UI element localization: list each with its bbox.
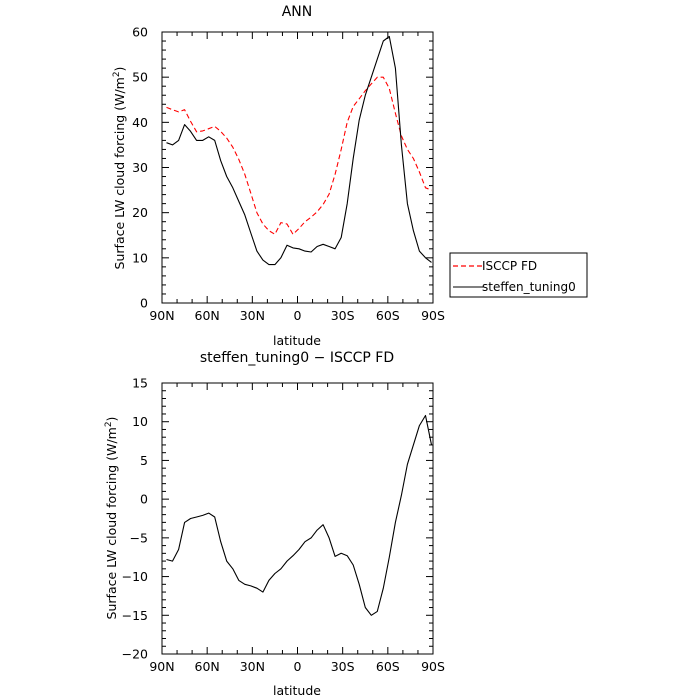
bottom-chart: steffen_tuning0 − ISCCP FD 90N 60N 30N 0 30S… — [104, 350, 445, 698]
x-tick-label: 0 — [294, 659, 302, 674]
legend: ISCCP FD steffen_tuning0 — [449, 252, 588, 298]
y-tick-label: 0 — [140, 492, 148, 507]
bottom-chart-title: steffen_tuning0 − ISCCP FD — [200, 350, 394, 366]
y-tick-label: −15 — [122, 608, 148, 623]
x-tick-label: 30N — [240, 659, 265, 674]
x-tick-label: 90N — [149, 659, 174, 674]
x-tick-label: 60N — [195, 308, 220, 323]
x-tick-label: 90S — [421, 308, 445, 323]
legend-box — [449, 252, 588, 298]
y-tick-label: 0 — [140, 296, 148, 311]
y-tick-label: −5 — [130, 530, 148, 545]
bottom-chart-series — [166, 414, 433, 616]
top-chart-xlabel: latitude — [273, 333, 321, 348]
bottom-chart-xlabel: latitude — [273, 683, 321, 698]
top-chart-ylabel: Surface LW cloud forcing (W/m2) — [112, 67, 127, 270]
x-tick-label: 30S — [331, 659, 355, 674]
y-tick-label: 30 — [132, 160, 148, 175]
series-line-difference — [166, 414, 433, 616]
x-tick-label: 0 — [294, 308, 302, 323]
x-tick-label: 90N — [149, 308, 174, 323]
y-tick-label: 60 — [132, 25, 148, 40]
x-tick-label: 60S — [376, 308, 400, 323]
legend-label-isccp: ISCCP FD — [482, 259, 537, 273]
bottom-chart-ylabel-sup: 2 — [104, 421, 114, 427]
bottom-chart-frame — [161, 382, 434, 655]
x-tick-label: 90S — [421, 659, 445, 674]
bottom-chart-ylabel-close: ) — [104, 417, 119, 422]
y-tick-label: 20 — [132, 205, 148, 220]
top-chart-ylabel-main: Surface LW cloud forcing (W/m — [112, 77, 127, 269]
top-chart-title: ANN — [282, 4, 313, 20]
top-chart-ylabel-sup: 2 — [112, 71, 122, 77]
y-tick-label: 10 — [132, 414, 148, 429]
y-tick-label: 15 — [132, 376, 148, 391]
x-tick-label: 60N — [195, 659, 220, 674]
y-tick-label: −20 — [122, 647, 148, 662]
bottom-chart-ylabel-main: Surface LW cloud forcing (W/m — [104, 427, 119, 619]
top-chart-ylabel-close: ) — [112, 67, 127, 72]
x-tick-label: 60S — [376, 659, 400, 674]
x-tick-label: 30N — [240, 308, 265, 323]
y-tick-label: 40 — [132, 115, 148, 130]
series-line-isccp-fd — [166, 76, 432, 235]
bottom-chart-ylabel: Surface LW cloud forcing (W/m2) — [104, 417, 119, 620]
x-tick-label: 30S — [331, 308, 355, 323]
legend-label-steffen: steffen_tuning0 — [482, 280, 576, 294]
bottom-chart-ticks: 90N 60N 30N 0 30S 60S 90S −20 −15 −10 −5 0 5 10 15 — [122, 376, 445, 675]
top-chart: ANN 90N 60N 30N 0 30S 60S 90S 0 10 20 30 40 50 60 lat… — [112, 4, 445, 348]
y-tick-label: −10 — [122, 569, 148, 584]
y-tick-label: 10 — [132, 250, 148, 265]
top-chart-ticks: 90N 60N 30N 0 30S 60S 90S 0 10 20 30 40 50 60 — [132, 25, 445, 324]
series-line-steffen-tuning0 — [166, 35, 432, 266]
y-tick-label: 5 — [140, 453, 148, 468]
y-tick-label: 50 — [132, 70, 148, 85]
top-chart-frame — [161, 31, 434, 304]
top-chart-series — [166, 35, 432, 266]
